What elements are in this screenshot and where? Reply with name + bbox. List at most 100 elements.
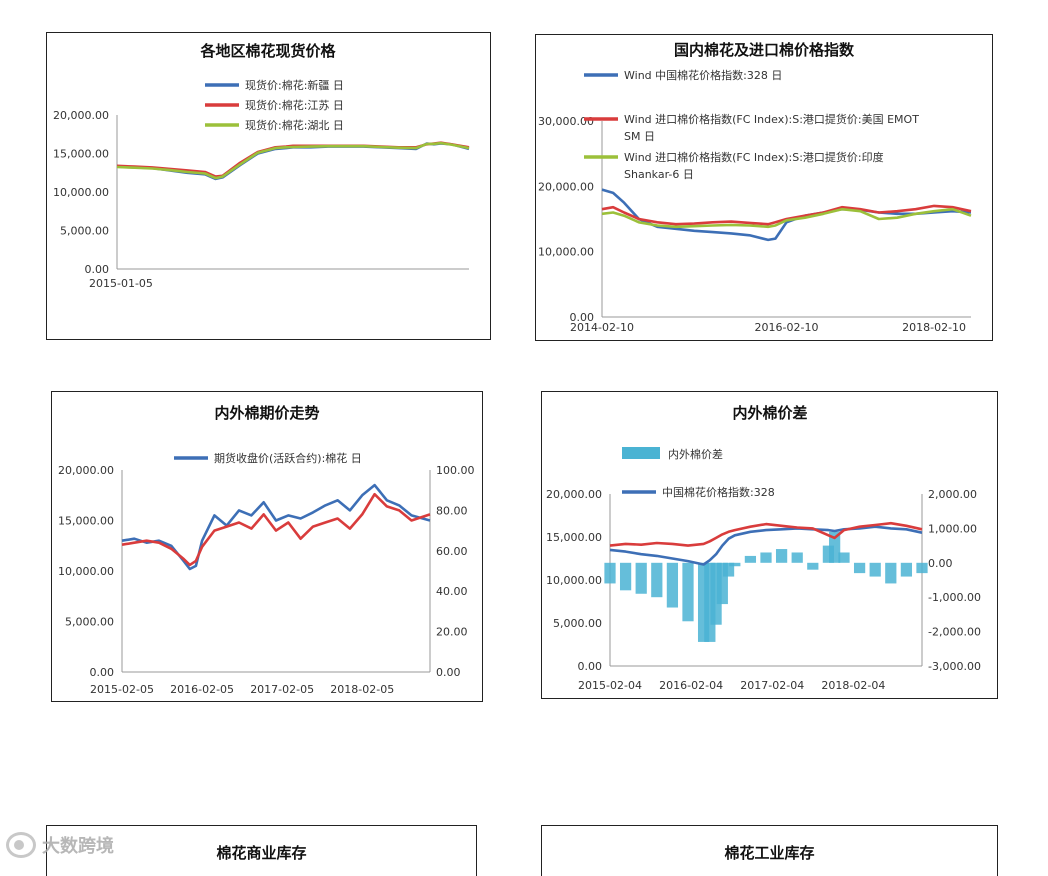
legend-swatch: [622, 447, 660, 459]
bar: [829, 531, 841, 563]
bar: [604, 562, 616, 584]
chart-panel-spot-price: 各地区棉花现货价格 20,000.00 15,000.00 10,000.00 5,00…: [46, 32, 491, 340]
bar: [704, 562, 716, 642]
chart-panel-futures-trend: 内外棉期价走势 20,000.00 15,000.00 10,000.00 5,000.…: [51, 391, 483, 702]
legend-label: SM 日: [624, 130, 655, 143]
y2-tick-label: 20.00: [436, 626, 468, 639]
chart-title: 棉花商业库存: [216, 844, 307, 862]
chart-panel-import-index: 国内棉花及进口棉价格指数 30,000.00 20,000.00 10,000.00 0…: [535, 34, 993, 341]
y-tick-label: 0.00: [578, 660, 603, 673]
x-tick-label: 2014-02-10: [570, 321, 634, 334]
chart-panel-industrial-inventory: 棉花工业库存: [541, 825, 998, 876]
bar: [697, 562, 710, 642]
bar: [716, 562, 728, 605]
series-line: [601, 207, 972, 229]
chart-svg: 国内棉花及进口棉价格指数 30,000.00 20,000.00 10,000.00 0…: [538, 41, 972, 334]
bar: [900, 562, 913, 577]
x-tick-label: 2015-01-05: [89, 277, 153, 290]
bar: [807, 562, 819, 570]
chart-svg: 内外棉价差 20,000.00 15,000.00 10,000.00 5,000.00…: [546, 404, 981, 692]
y-tick-label: 30,000.00: [538, 115, 594, 128]
y2-tick-label: 100.00: [436, 464, 475, 477]
y2-tick-label: 0.00: [928, 557, 953, 570]
x-tick-label: 2015-02-04: [578, 679, 642, 692]
y-tick-label: 10,000.00: [58, 565, 114, 578]
y-tick-label: 10,000.00: [538, 246, 594, 259]
y-tick-label: 0.00: [90, 666, 115, 679]
legend-label: Shankar-6 日: [624, 168, 694, 181]
y2-tick-label: 80.00: [436, 504, 468, 517]
bar: [869, 562, 881, 577]
legend-label: 现货价:棉花:新疆 日: [245, 78, 344, 92]
chart-title: 各地区棉花现货价格: [199, 42, 336, 60]
legend-label: Wind 中国棉花价格指数:328 日: [624, 68, 782, 82]
bar: [682, 562, 694, 622]
y2-tick-label: 60.00: [436, 545, 468, 558]
series-line: [609, 525, 923, 566]
series-line: [601, 204, 972, 226]
bar: [885, 562, 897, 584]
x-tick-label: 2018-02-04: [821, 679, 885, 692]
series-line: [121, 483, 431, 571]
y-tick-label: 10,000.00: [546, 574, 602, 587]
chart-svg: 各地区棉花现货价格 20,000.00 15,000.00 10,000.00 5,00…: [53, 42, 470, 290]
bar: [651, 562, 663, 598]
y2-tick-label: -3,000.00: [928, 660, 981, 673]
x-tick-label: 2017-02-05: [250, 683, 314, 696]
bar: [791, 552, 803, 563]
y-tick-label: 15,000.00: [53, 148, 109, 161]
bar: [853, 562, 866, 574]
bar: [822, 545, 835, 563]
bar: [838, 552, 850, 563]
legend-label: 内外棉价差: [668, 447, 723, 461]
y-tick-label: 5,000.00: [60, 225, 109, 238]
chart-title: 国内棉花及进口棉价格指数: [674, 41, 855, 59]
y-tick-label: 0.00: [570, 311, 595, 324]
bar: [666, 562, 679, 608]
watermark: 大数跨境: [6, 830, 114, 860]
y-tick-label: 10,000.00: [53, 186, 109, 199]
x-tick-label: 2018-02-05: [330, 683, 394, 696]
x-tick-label: 2016-02-04: [659, 679, 723, 692]
y-tick-label: 0.00: [85, 263, 110, 276]
bar: [635, 562, 647, 594]
x-tick-label: 2018-02-10: [902, 321, 966, 334]
legend-label: Wind 进口棉价格指数(FC Index):S:港口提货价:印度: [624, 150, 884, 164]
chart-title: 内外棉价差: [732, 404, 807, 422]
legend-label: 现货价:棉花:湖北 日: [245, 118, 344, 132]
legend-label: 现货价:棉花:江苏 日: [245, 98, 344, 112]
bar: [916, 562, 928, 574]
x-tick-label: 2016-02-05: [170, 683, 234, 696]
series-line: [121, 492, 431, 567]
watermark-logo-icon: [6, 832, 36, 858]
y-tick-label: 15,000.00: [58, 515, 114, 528]
legend-label: Wind 进口棉价格指数(FC Index):S:港口提货价:美国 EMOT: [624, 112, 919, 126]
y-tick-label: 5,000.00: [65, 616, 114, 629]
y-tick-label: 20,000.00: [546, 488, 602, 501]
legend-label: 期货收盘价(活跃合约):棉花 日: [214, 451, 362, 465]
bar: [710, 562, 722, 625]
x-tick-label: 2016-02-10: [755, 321, 819, 334]
y-tick-label: 5,000.00: [553, 617, 602, 630]
chart-title: 棉花工业库存: [724, 844, 815, 862]
series-line: [609, 521, 923, 547]
x-tick-label: 2017-02-04: [740, 679, 804, 692]
bar: [619, 562, 632, 591]
x-tick-label: 2015-02-05: [90, 683, 154, 696]
chart-title: 内外棉期价走势: [214, 404, 319, 422]
bar: [775, 549, 788, 563]
bar: [760, 552, 772, 563]
y2-tick-label: 1,000.00: [928, 522, 977, 535]
y-tick-label: 15,000.00: [546, 531, 602, 544]
y2-tick-label: 0.00: [436, 666, 461, 679]
y2-tick-label: -1,000.00: [928, 591, 981, 604]
bar: [744, 555, 757, 563]
legend-label: 中国棉花价格指数:328: [662, 485, 775, 499]
y2-tick-label: -2,000.00: [928, 626, 981, 639]
bar: [722, 562, 735, 577]
bar: [729, 562, 741, 567]
watermark-text: 大数跨境: [42, 836, 114, 857]
y2-tick-label: 40.00: [436, 585, 468, 598]
chart-svg: 内外棉期价走势 20,000.00 15,000.00 10,000.00 5,000.…: [58, 404, 475, 696]
y-tick-label: 20,000.00: [538, 180, 594, 193]
